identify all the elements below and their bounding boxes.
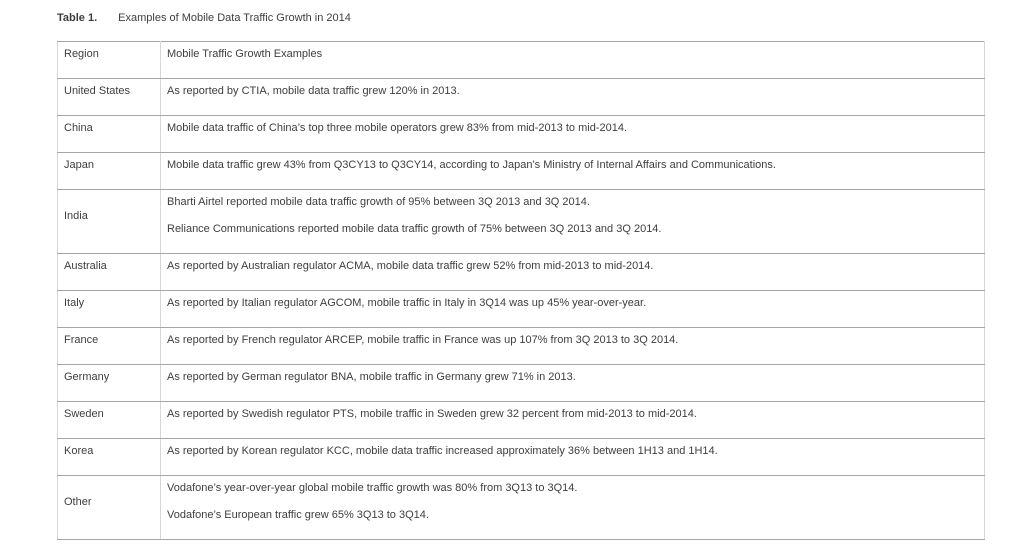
table-row: Korea As reported by Korean regulator KCC… — [57, 438, 985, 476]
region-cell: Italy — [57, 290, 161, 328]
examples-cell: As reported by Swedish regulator PTS, mo… — [160, 401, 985, 439]
examples-cell: As reported by Australian regulator ACMA… — [160, 253, 985, 291]
example-text: As reported by Australian regulator ACMA… — [167, 260, 654, 272]
column-header-region: Region — [57, 41, 161, 79]
table-row: United States As reported by CTIA, mobile… — [57, 78, 985, 116]
examples-cell: As reported by CTIA, mobile data traffic… — [160, 78, 985, 116]
example-text: As reported by CTIA, mobile data traffic… — [167, 85, 460, 97]
table-row: Germany As reported by German regulator B… — [57, 364, 985, 402]
table-row: China Mobile data traffic of China’s top … — [57, 115, 985, 153]
region-cell: Korea — [57, 438, 161, 476]
mobile-traffic-growth-table: Region Mobile Traffic Growth Examples Un… — [57, 41, 985, 540]
region-cell: India — [57, 189, 161, 254]
region-cell: United States — [57, 78, 161, 116]
table-title: Table 1. Examples of Mobile Data Traffic … — [57, 12, 1025, 25]
region-cell: Germany — [57, 364, 161, 402]
example-text: Vodafone’s year-over-year global mobile … — [167, 482, 578, 494]
region-cell: Other — [57, 475, 161, 540]
examples-cell: As reported by German regulator BNA, mob… — [160, 364, 985, 402]
table-body: United States As reported by CTIA, mobile… — [57, 78, 985, 540]
region-cell: Australia — [57, 253, 161, 291]
examples-cell: Mobile data traffic grew 43% from Q3CY13… — [160, 152, 985, 190]
region-cell: Sweden — [57, 401, 161, 439]
examples-cell: Bharti Airtel reported mobile data traff… — [160, 189, 985, 254]
example-text: Reliance Communications reported mobile … — [167, 223, 662, 235]
example-text: As reported by Korean regulator KCC, mob… — [167, 445, 718, 457]
header-row: Region Mobile Traffic Growth Examples — [57, 41, 985, 79]
example-text: Mobile data traffic grew 43% from Q3CY13… — [167, 159, 776, 171]
example-text: Vodafone’s European traffic grew 65% 3Q1… — [167, 509, 429, 521]
table-row: Sweden As reported by Swedish regulator P… — [57, 401, 985, 439]
column-header-examples: Mobile Traffic Growth Examples — [160, 41, 985, 79]
example-text: As reported by Italian regulator AGCOM, … — [167, 297, 647, 309]
table-row: India Bharti Airtel reported mobile data … — [57, 189, 985, 254]
table-row: Australia As reported by Australian regul… — [57, 253, 985, 291]
table-number-label: Table 1. — [57, 12, 98, 24]
region-cell: France — [57, 327, 161, 365]
region-cell: China — [57, 115, 161, 153]
table-caption: Examples of Mobile Data Traffic Growth i… — [118, 12, 351, 24]
examples-cell: As reported by Korean regulator KCC, mob… — [160, 438, 985, 476]
region-cell: Japan — [57, 152, 161, 190]
table-row: Other Vodafone’s year-over-year global mo… — [57, 475, 985, 540]
examples-cell: As reported by Italian regulator AGCOM, … — [160, 290, 985, 328]
examples-cell: Vodafone’s year-over-year global mobile … — [160, 475, 985, 540]
table-row: Japan Mobile data traffic grew 43% from Q… — [57, 152, 985, 190]
example-text: Bharti Airtel reported mobile data traff… — [167, 196, 590, 208]
examples-cell: As reported by French regulator ARCEP, m… — [160, 327, 985, 365]
example-text: As reported by German regulator BNA, mob… — [167, 371, 576, 383]
table-row: France As reported by French regulator AR… — [57, 327, 985, 365]
example-text: As reported by Swedish regulator PTS, mo… — [167, 408, 697, 420]
examples-cell: Mobile data traffic of China’s top three… — [160, 115, 985, 153]
example-text: As reported by French regulator ARCEP, m… — [167, 334, 679, 346]
table-row: Italy As reported by Italian regulator AG… — [57, 290, 985, 328]
example-text: Mobile data traffic of China’s top three… — [167, 122, 627, 134]
